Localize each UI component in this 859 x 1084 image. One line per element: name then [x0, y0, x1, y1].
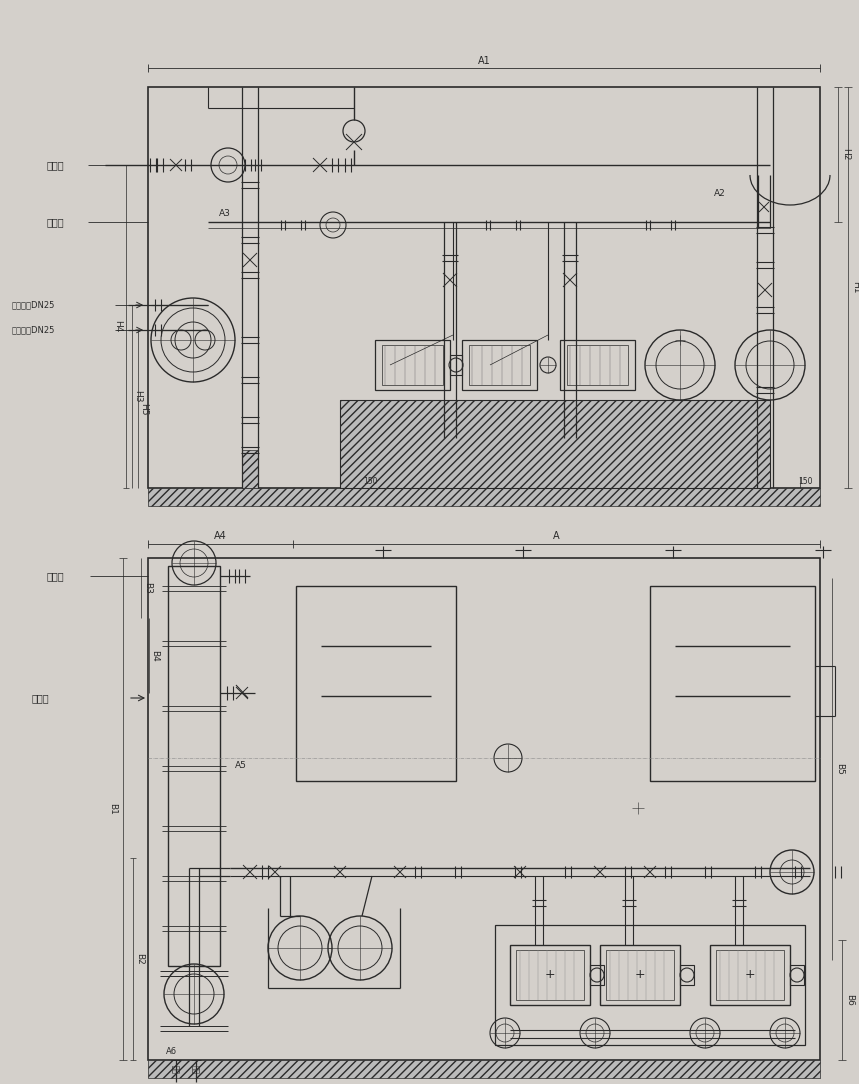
Text: 150: 150	[362, 477, 377, 487]
Text: H3: H3	[133, 390, 143, 403]
Text: A1: A1	[478, 56, 490, 66]
Bar	[340, 400, 770, 488]
Bar	[340, 400, 770, 488]
Text: 供油口: 供油口	[46, 160, 64, 170]
Text: A: A	[553, 531, 560, 541]
Bar	[469, 345, 530, 385]
Bar	[650, 586, 815, 780]
Text: 供油口: 供油口	[31, 693, 49, 704]
Bar	[606, 950, 674, 1001]
Text: +: +	[745, 968, 755, 981]
Bar	[680, 965, 694, 985]
Text: H2: H2	[842, 149, 850, 160]
Text: B2: B2	[136, 953, 144, 965]
Bar	[790, 965, 804, 985]
Text: B3: B3	[143, 582, 153, 594]
Bar	[510, 945, 590, 1005]
Text: B5: B5	[836, 763, 844, 775]
Text: B4: B4	[150, 649, 160, 661]
Bar	[242, 450, 258, 488]
Text: A3: A3	[219, 208, 231, 218]
Text: A4: A4	[214, 531, 227, 541]
Bar	[375, 340, 450, 390]
Bar	[567, 345, 628, 385]
Bar	[148, 488, 820, 506]
Bar	[590, 965, 604, 985]
Text: B6: B6	[845, 994, 855, 1006]
Text: 进水: 进水	[172, 1063, 180, 1073]
Text: 回油口: 回油口	[46, 217, 64, 227]
Bar	[168, 566, 220, 966]
Bar	[450, 354, 462, 375]
Text: 蒸汽出口DN25: 蒸汽出口DN25	[12, 325, 55, 335]
Text: 150: 150	[798, 477, 813, 487]
Bar	[560, 340, 635, 390]
Text: +: +	[635, 968, 645, 981]
Text: A6: A6	[166, 1047, 177, 1057]
Text: +: +	[545, 968, 555, 981]
Text: H5: H5	[139, 403, 149, 415]
Bar	[148, 87, 820, 488]
Bar	[516, 950, 584, 1001]
Text: 出水: 出水	[192, 1063, 200, 1073]
Bar	[716, 950, 784, 1001]
Text: 蒸汽进口DN25: 蒸汽进口DN25	[12, 300, 55, 310]
Text: H4: H4	[113, 320, 123, 333]
Text: B1: B1	[108, 803, 118, 815]
Bar	[148, 1060, 820, 1077]
Text: 回油口: 回油口	[46, 571, 64, 581]
Bar	[382, 345, 443, 385]
Bar	[495, 925, 805, 1045]
Bar	[462, 340, 537, 390]
Bar	[710, 945, 790, 1005]
Text: A5: A5	[235, 761, 247, 771]
Text: A2: A2	[714, 189, 726, 197]
Bar	[296, 586, 456, 780]
Text: H1: H1	[851, 281, 859, 294]
Bar	[600, 945, 680, 1005]
Bar	[148, 558, 820, 1060]
